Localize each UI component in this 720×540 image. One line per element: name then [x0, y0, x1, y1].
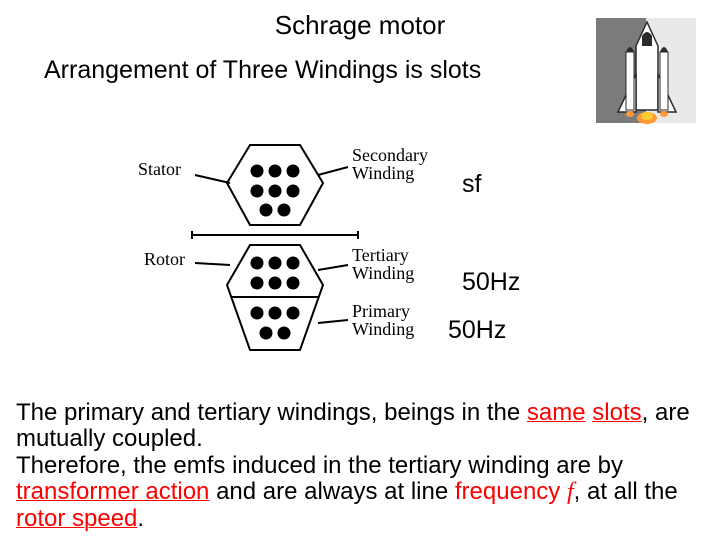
svg-text:Winding: Winding — [352, 263, 414, 283]
kw-frequency: frequency f — [455, 478, 574, 505]
anno-50hz-2: 50Hz — [448, 316, 506, 345]
svg-text:Winding: Winding — [352, 319, 414, 339]
kw-same: same — [527, 399, 586, 426]
kw-rotor-speed: rotor speed — [16, 505, 137, 532]
rotor-label: Rotor — [144, 249, 185, 269]
tertiary-label: Tertiary — [352, 245, 409, 265]
rocket-clipart — [592, 14, 702, 134]
kw-transformer-action: transformer action — [16, 478, 209, 505]
page-subtitle: Arrangement of Three Windings is slots — [44, 56, 481, 85]
body-paragraph: The primary and tertiary windings, being… — [16, 400, 704, 532]
svg-text:Winding: Winding — [352, 163, 414, 183]
primary-label: Primary — [352, 301, 410, 321]
anno-50hz-1: 50Hz — [462, 268, 520, 297]
stator-label: Stator — [138, 159, 181, 179]
anno-sf: sf — [462, 170, 481, 199]
secondary-label: Secondary — [352, 145, 428, 165]
winding-diagram: Stator Secondary Winding Rotor Tertiary … — [130, 135, 410, 365]
kw-slots: slots — [592, 399, 641, 426]
